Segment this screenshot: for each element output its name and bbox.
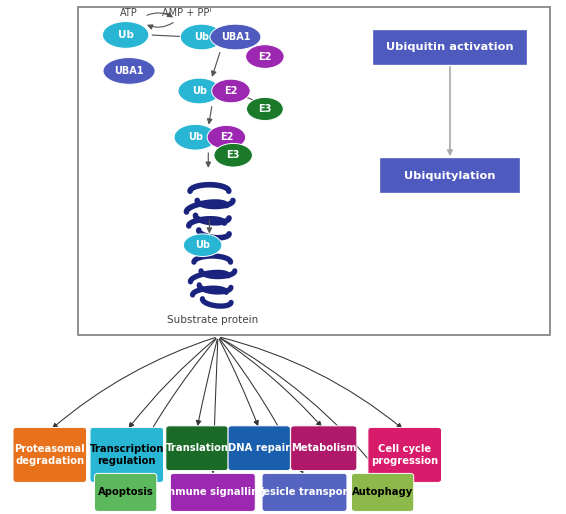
Text: Substrate protein: Substrate protein <box>166 315 258 325</box>
Text: Ub: Ub <box>192 86 207 96</box>
Text: Ub: Ub <box>118 30 134 40</box>
Text: Vesicle transport: Vesicle transport <box>256 487 353 498</box>
FancyBboxPatch shape <box>291 426 357 471</box>
FancyBboxPatch shape <box>381 159 520 192</box>
FancyBboxPatch shape <box>351 473 414 511</box>
Text: Ubiquitin activation: Ubiquitin activation <box>386 42 514 52</box>
Ellipse shape <box>180 24 222 50</box>
Text: Ub: Ub <box>188 132 203 142</box>
FancyBboxPatch shape <box>166 426 228 471</box>
Ellipse shape <box>246 45 284 68</box>
Text: UBA1: UBA1 <box>114 66 144 76</box>
Text: E2: E2 <box>224 86 238 96</box>
Text: Ubiquitylation: Ubiquitylation <box>404 171 496 181</box>
Text: Apoptosis: Apoptosis <box>98 487 153 498</box>
Text: E2: E2 <box>258 51 272 62</box>
Ellipse shape <box>247 97 284 120</box>
FancyBboxPatch shape <box>262 473 347 511</box>
Text: E2: E2 <box>220 132 233 142</box>
Text: ATP: ATP <box>120 8 138 19</box>
Ellipse shape <box>210 24 261 50</box>
FancyBboxPatch shape <box>170 473 255 511</box>
Text: E3: E3 <box>258 104 272 114</box>
FancyBboxPatch shape <box>13 428 87 482</box>
Text: Proteasomal
degradation: Proteasomal degradation <box>15 444 85 466</box>
FancyBboxPatch shape <box>374 30 526 64</box>
FancyBboxPatch shape <box>90 428 164 482</box>
Text: DNA repair: DNA repair <box>228 443 290 453</box>
Ellipse shape <box>183 234 222 256</box>
FancyBboxPatch shape <box>368 428 441 482</box>
FancyBboxPatch shape <box>228 426 290 471</box>
Ellipse shape <box>103 58 155 84</box>
Ellipse shape <box>207 125 246 149</box>
Text: Cell cycle
progression: Cell cycle progression <box>371 444 438 466</box>
Text: UBA1: UBA1 <box>221 32 250 42</box>
Text: Ub: Ub <box>194 32 209 42</box>
Text: AMP + PPᴵ: AMP + PPᴵ <box>162 8 211 19</box>
Ellipse shape <box>214 143 252 167</box>
FancyBboxPatch shape <box>78 7 550 335</box>
Text: Metabolism: Metabolism <box>291 443 357 453</box>
Ellipse shape <box>212 79 250 103</box>
FancyBboxPatch shape <box>95 473 157 511</box>
Text: E3: E3 <box>226 150 240 160</box>
Text: Immune signalling: Immune signalling <box>161 487 265 498</box>
Text: Translation: Translation <box>165 443 229 453</box>
Text: Autophagy: Autophagy <box>352 487 413 498</box>
Text: Transcription
regulation: Transcription regulation <box>89 444 164 466</box>
Ellipse shape <box>102 22 149 48</box>
Ellipse shape <box>178 78 220 104</box>
Ellipse shape <box>174 124 216 150</box>
Text: Ub: Ub <box>195 240 210 250</box>
